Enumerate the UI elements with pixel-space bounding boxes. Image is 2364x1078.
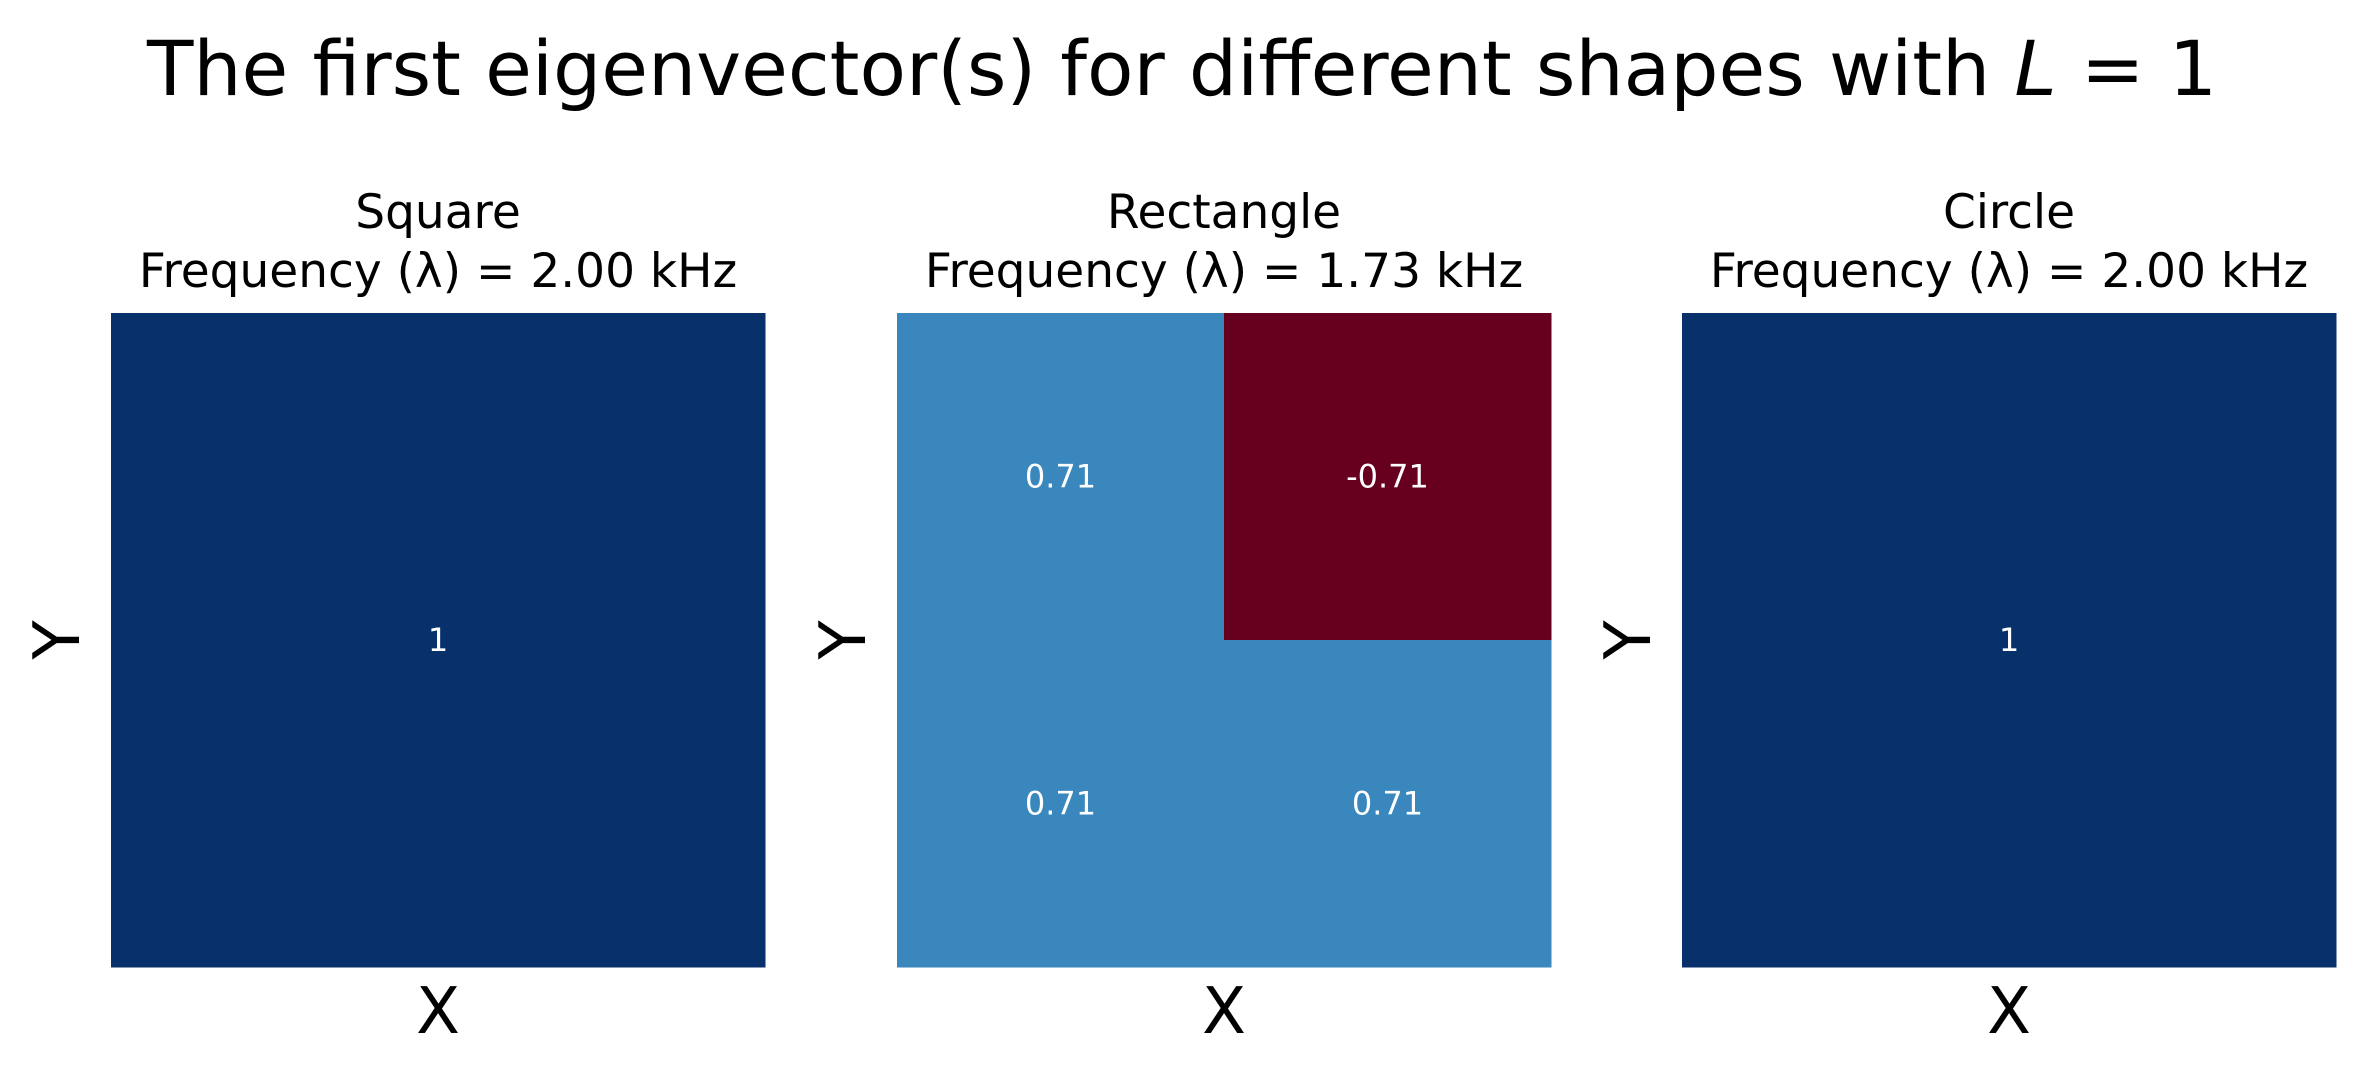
suptitle-prefix: The first eigenvector(s) for different s…: [146, 24, 2014, 113]
panel-title-square: Square: [355, 185, 520, 240]
panel-subtitle-rectangle: Frequency (λ) = 1.73 kHz: [925, 244, 1523, 299]
y-axis-label-circle: Y: [1592, 620, 1666, 661]
panel-subtitle-square: Frequency (λ) = 2.00 kHz: [139, 244, 737, 299]
heatmap-cell-rectangle-r0c1: [1224, 313, 1552, 641]
heatmap-cell-rectangle-r1c1: [1224, 640, 1552, 968]
panel-title-rectangle: Rectangle: [1107, 185, 1341, 240]
cell-value-label-rectangle-r1c0: 0.71: [1025, 785, 1096, 823]
x-axis-label-rectangle: X: [1202, 975, 1246, 1049]
suptitle-suffix: = 1: [2057, 24, 2217, 113]
x-axis-label-square: X: [416, 975, 460, 1049]
heatmap-cell-rectangle-r0c0: [897, 313, 1225, 641]
cell-value-label-rectangle-r0c1: -0.71: [1346, 458, 1429, 496]
x-axis-label-circle: X: [1987, 975, 2031, 1049]
heatmap-cell-rectangle-r1c0: [897, 640, 1225, 968]
figure-suptitle: The first eigenvector(s) for different s…: [146, 24, 2217, 113]
cell-value-label-rectangle-r0c0: 0.71: [1025, 458, 1096, 496]
y-axis-label-rectangle: Y: [807, 620, 881, 661]
y-axis-label-square: Y: [21, 620, 95, 661]
cell-value-label-square-r0c0: 1: [428, 621, 448, 659]
cell-value-label-circle-r0c0: 1: [1999, 621, 2019, 659]
suptitle-variable: L: [2014, 24, 2056, 113]
panel-subtitle-circle: Frequency (λ) = 2.00 kHz: [1710, 244, 2308, 299]
panel-title-circle: Circle: [1943, 185, 2075, 240]
cell-value-label-rectangle-r1c1: 0.71: [1352, 785, 1423, 823]
heatmap-cell-square-r0c0: [111, 313, 766, 968]
heatmap-cell-circle-r0c0: [1682, 313, 2337, 968]
